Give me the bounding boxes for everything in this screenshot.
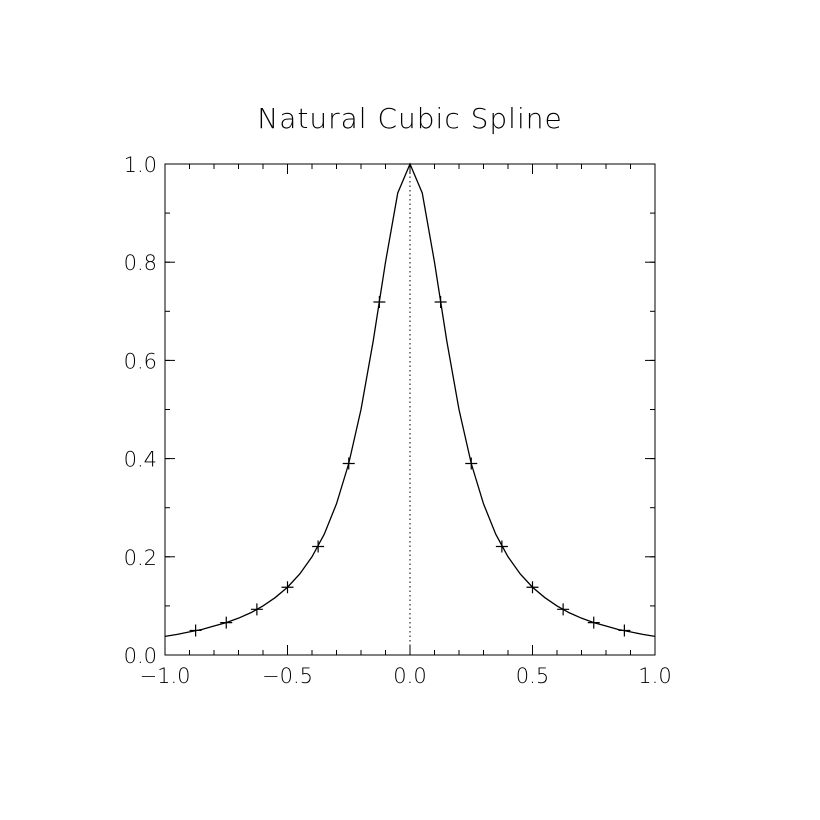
data-point-marker [434,295,447,308]
x-axis: −1.0 −0.5 0.0 0.5 1.0 [140,164,672,688]
y-tick-label: 0.0 [124,644,157,668]
y-tick-label: 0.6 [124,349,157,373]
data-point-marker [250,603,263,616]
data-point-marker [373,295,386,308]
x-tick-label: 0.5 [516,664,549,688]
minor-ticks [164,163,656,656]
spline-curve [164,162,656,637]
data-point-marker [342,457,355,470]
x-tick-label: −0.5 [262,664,313,688]
y-tick-label: 0.2 [124,546,157,570]
x-tick-label: 1.0 [638,664,671,688]
data-point-marker [618,624,631,637]
data-point-marker [312,540,325,553]
x-tick-label: −1.0 [140,664,191,688]
y-tick-label: 0.4 [124,448,157,472]
data-markers [189,295,631,637]
y-tick-label: 1.0 [124,153,157,177]
plot-frame [164,163,656,656]
data-point-marker [587,616,600,629]
x-tick-label: 0.0 [393,664,426,688]
data-point-marker [220,616,233,629]
y-axis: 0.0 0.2 0.4 0.6 0.8 1.0 [124,153,655,668]
data-point-marker [281,581,294,594]
y-tick-label: 0.8 [124,251,157,275]
data-point-marker [189,624,202,637]
data-point-marker [495,540,508,553]
chart-title: Natural Cubic Spline [257,102,562,135]
data-point-marker [557,603,570,616]
data-point-marker [526,581,539,594]
data-point-marker [465,457,478,470]
